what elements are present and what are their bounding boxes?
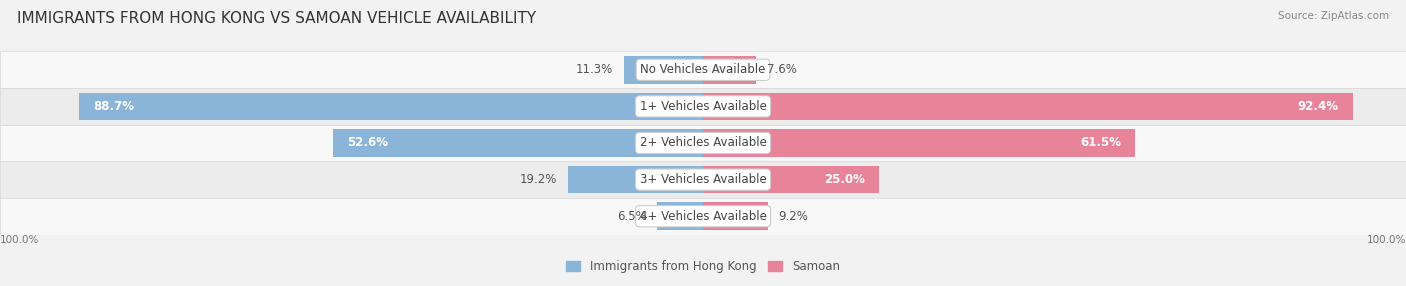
Text: 9.2%: 9.2% xyxy=(779,210,808,223)
Text: 11.3%: 11.3% xyxy=(576,63,613,76)
Text: 100.0%: 100.0% xyxy=(0,235,39,245)
Text: 7.6%: 7.6% xyxy=(768,63,797,76)
Text: 4+ Vehicles Available: 4+ Vehicles Available xyxy=(640,210,766,223)
Bar xyxy=(0,198,1406,235)
Bar xyxy=(0,88,1406,125)
Text: No Vehicles Available: No Vehicles Available xyxy=(640,63,766,76)
Text: 88.7%: 88.7% xyxy=(93,100,135,113)
Text: Source: ZipAtlas.com: Source: ZipAtlas.com xyxy=(1278,11,1389,21)
Text: 2+ Vehicles Available: 2+ Vehicles Available xyxy=(640,136,766,150)
Bar xyxy=(0,161,1406,198)
Bar xyxy=(333,129,703,157)
Text: 25.0%: 25.0% xyxy=(824,173,865,186)
Text: 61.5%: 61.5% xyxy=(1080,136,1122,150)
Text: 100.0%: 100.0% xyxy=(1367,235,1406,245)
Bar xyxy=(624,56,703,84)
Bar xyxy=(703,56,756,84)
Text: 6.5%: 6.5% xyxy=(617,210,647,223)
Text: 92.4%: 92.4% xyxy=(1298,100,1339,113)
Text: 1+ Vehicles Available: 1+ Vehicles Available xyxy=(640,100,766,113)
Legend: Immigrants from Hong Kong, Samoan: Immigrants from Hong Kong, Samoan xyxy=(561,255,845,277)
Bar xyxy=(703,202,768,230)
Bar xyxy=(79,93,703,120)
Bar xyxy=(703,166,879,193)
Bar xyxy=(568,166,703,193)
Bar xyxy=(657,202,703,230)
Bar xyxy=(703,129,1136,157)
Bar xyxy=(703,93,1353,120)
Text: IMMIGRANTS FROM HONG KONG VS SAMOAN VEHICLE AVAILABILITY: IMMIGRANTS FROM HONG KONG VS SAMOAN VEHI… xyxy=(17,11,536,26)
Text: 3+ Vehicles Available: 3+ Vehicles Available xyxy=(640,173,766,186)
Text: 19.2%: 19.2% xyxy=(520,173,558,186)
Text: 52.6%: 52.6% xyxy=(347,136,388,150)
Bar xyxy=(0,125,1406,161)
Bar xyxy=(0,51,1406,88)
